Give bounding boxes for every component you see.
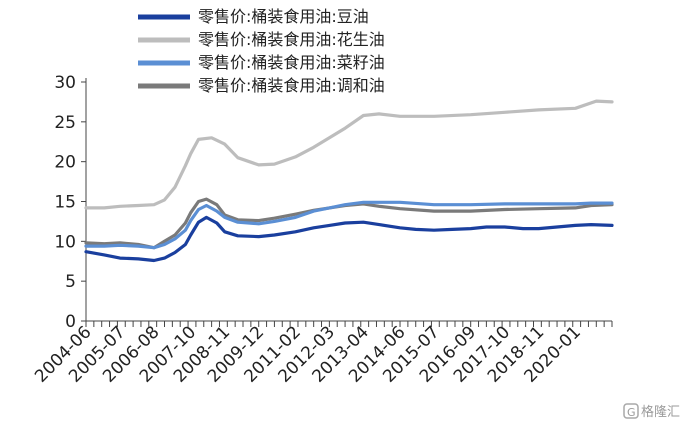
x-axis-minor-ticks (85, 321, 613, 327)
legend: 零售价:桶装食用油:豆油零售价:桶装食用油:花生油零售价:桶装食用油:菜籽油零售… (138, 7, 385, 95)
legend-label: 零售价:桶装食用油:豆油 (198, 7, 369, 26)
svg-text:G: G (627, 406, 636, 419)
watermark-text: 格隆汇 (641, 404, 680, 420)
x-axis-ticks: 2004-062005-072006-082007-102008-112009-… (31, 322, 585, 386)
series-line-2 (84, 200, 614, 250)
y-tick-label: 30 (54, 73, 76, 93)
y-tick-label: 10 (54, 232, 76, 252)
series-lines (84, 99, 614, 263)
legend-label: 零售价:桶装食用油:花生油 (198, 30, 385, 49)
y-tick-label: 5 (65, 272, 76, 292)
watermark: G 格隆汇 (623, 403, 680, 420)
series-line-0 (84, 215, 614, 263)
y-tick-label: 20 (54, 153, 76, 173)
series-line-3 (84, 197, 614, 250)
series-line-1 (84, 99, 614, 210)
g-logo-icon (623, 403, 639, 419)
legend-label: 零售价:桶装食用油:调和油 (198, 76, 385, 95)
y-tick-label: 0 (65, 312, 76, 332)
y-tick-label: 25 (54, 113, 76, 133)
plot-area: 0 5 10 15 20 25 30 2004-062005-072006-082007-1… (31, 73, 614, 387)
y-axis-ticks: 0 5 10 15 20 25 30 (54, 73, 86, 332)
legend-label: 零售价:桶装食用油:菜籽油 (198, 53, 385, 72)
y-tick-label: 15 (54, 193, 76, 213)
